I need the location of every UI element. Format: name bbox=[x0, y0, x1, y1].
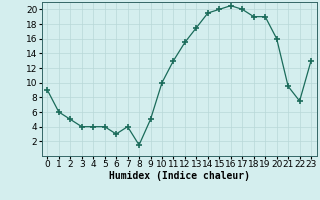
X-axis label: Humidex (Indice chaleur): Humidex (Indice chaleur) bbox=[109, 171, 250, 181]
